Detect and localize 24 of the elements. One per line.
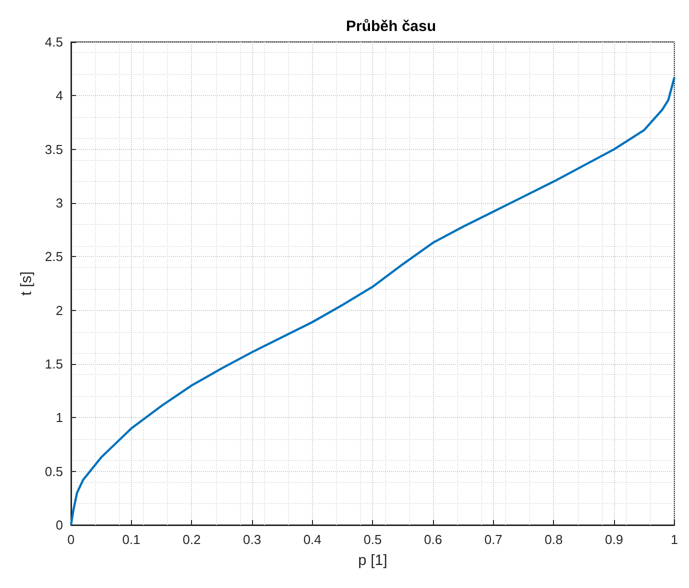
y-tick-label: 1 [56, 410, 63, 426]
x-tick-label: 0.7 [484, 532, 502, 547]
x-tick-label: 0.5 [364, 532, 382, 547]
y-tick-label: 0.5 [44, 464, 63, 479]
x-tick-label: 0.4 [303, 532, 322, 547]
y-tick-label: 3 [56, 196, 63, 210]
y-tick-label: 4.5 [44, 34, 63, 50]
y-axis-title: t [s] [18, 271, 36, 296]
x-tick-label: 1 [670, 532, 678, 547]
y-tick-label: 3.5 [44, 142, 63, 157]
x-tick-label: 0.3 [242, 532, 262, 547]
x-axis-title: p [1] [358, 552, 388, 569]
y-tick-label: 2 [56, 302, 63, 318]
x-tick-label: 0.2 [182, 532, 201, 547]
x-tick-label: 0 [67, 532, 75, 547]
x-tick-label: 0.1 [122, 532, 140, 547]
x-tick-label: 0.6 [424, 532, 442, 547]
x-tick-label: 0.9 [605, 532, 624, 547]
chart-title: Průběh času [346, 18, 436, 35]
y-tick-label: 2.5 [44, 249, 63, 264]
y-tick-label: 4 [56, 88, 63, 104]
y-tick-label: 1.5 [44, 356, 63, 372]
x-tick-label: 0.8 [544, 532, 563, 547]
y-tick-label: 0 [56, 518, 63, 532]
